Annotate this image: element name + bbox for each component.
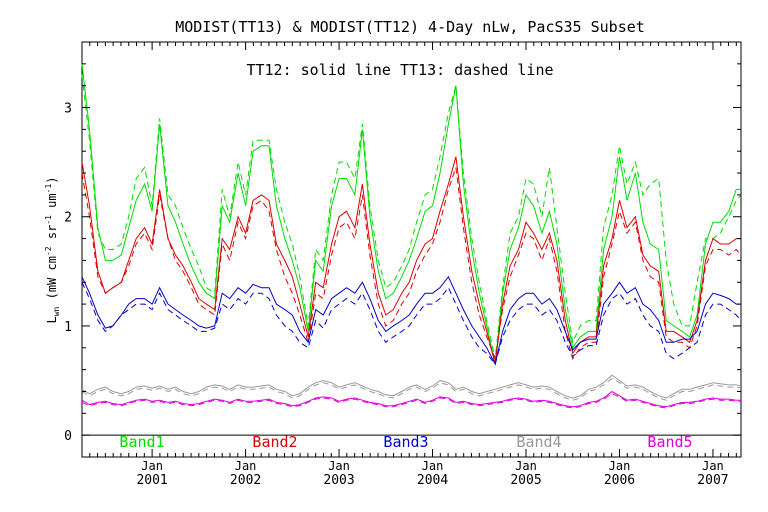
- x-tick-year-label: 2002: [230, 473, 261, 488]
- y-tick-label: 1: [64, 320, 72, 335]
- x-tick-month-label: Jan: [515, 459, 537, 473]
- y-title-exp-c: -1: [44, 184, 53, 194]
- svg-text:Lwn (mW cm-2 sr-1 um-1): Lwn (mW cm-2 sr-1 um-1): [44, 177, 61, 324]
- y-tick-label: 0: [64, 429, 72, 444]
- legend-item-band1: Band1: [119, 433, 164, 451]
- series-line-7: [81, 377, 742, 401]
- series-line-6: [81, 374, 742, 399]
- y-title-units-d: ): [45, 177, 59, 184]
- series-line-5: [81, 282, 742, 366]
- series-line-9: [81, 393, 741, 409]
- axis-layer: 0123Jan2001Jan2002Jan2003Jan2004Jan2005J…: [64, 41, 741, 488]
- chart-subtitle: TT12: solid line TT13: dashed line: [246, 61, 553, 79]
- x-tick-month-label: Jan: [609, 459, 631, 473]
- x-tick-year-label: 2006: [604, 473, 635, 488]
- series-line-8: [81, 390, 741, 408]
- plot-frame: [81, 41, 742, 458]
- x-tick-year-label: 2007: [697, 473, 728, 488]
- series-line-1: [81, 74, 742, 359]
- y-title-exp-b: -1: [44, 215, 53, 225]
- x-tick-month-label: Jan: [235, 459, 257, 473]
- x-tick-month-label: Jan: [141, 459, 163, 473]
- series-line-4: [81, 275, 741, 366]
- y-title-main: L: [45, 316, 59, 323]
- legend-item-band3: Band3: [383, 433, 428, 451]
- y-title-units-a: (mW cm: [45, 256, 59, 299]
- y-title-sub: wn: [52, 306, 61, 316]
- x-tick-year-label: 2005: [510, 473, 541, 488]
- x-tick-year-label: 2004: [417, 473, 448, 488]
- legend-item-band2: Band2: [252, 433, 297, 451]
- x-tick-month-label: Jan: [422, 459, 444, 473]
- x-tick-month-label: Jan: [328, 459, 350, 473]
- series-line-2: [81, 156, 741, 365]
- x-tick-month-label: Jan: [702, 459, 724, 473]
- chart-title: MODIST(TT13) & MODIST(TT12) 4-Day nLw, P…: [175, 18, 645, 36]
- y-tick-label: 3: [64, 102, 72, 117]
- x-tick-year-label: 2001: [136, 473, 167, 488]
- y-axis-title: Lwn (mW cm-2 sr-1 um-1): [44, 177, 61, 324]
- series-line-0: [81, 63, 741, 365]
- series-layer: [81, 63, 742, 409]
- x-tick-year-label: 2003: [323, 473, 354, 488]
- legend-item-band4: Band4: [516, 433, 561, 451]
- legend: Band1 Band2 Band3 Band4 Band5: [119, 433, 692, 451]
- y-title-units-c: um: [45, 193, 59, 207]
- y-tick-label: 2: [64, 211, 72, 226]
- legend-item-band5: Band5: [647, 433, 692, 451]
- y-title-exp-a: -2: [44, 246, 53, 256]
- y-title-units-b: sr: [45, 225, 59, 239]
- plot-area: [81, 41, 742, 458]
- series-line-3: [81, 167, 742, 361]
